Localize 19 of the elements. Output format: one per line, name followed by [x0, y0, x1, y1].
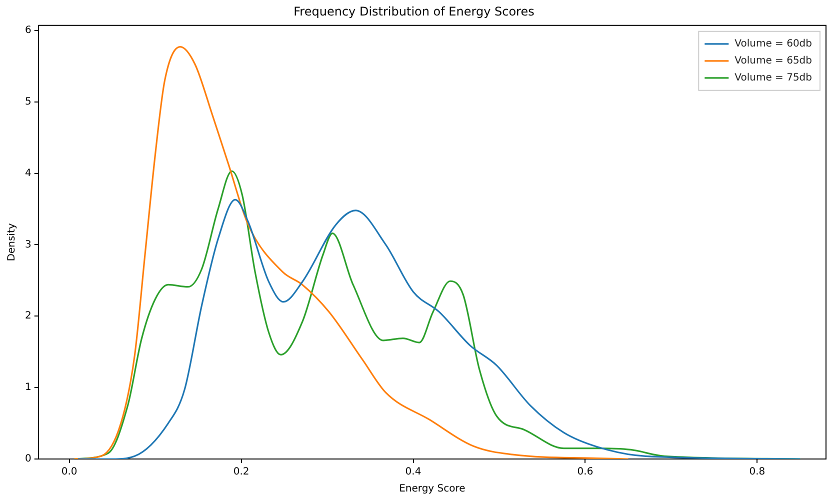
legend-label: Volume = 60db: [734, 38, 812, 50]
y-tick-label: 6: [24, 24, 32, 36]
x-tick-label: 0.0: [61, 466, 78, 478]
legend-label: Volume = 65db: [734, 55, 812, 66]
y-tick-label: 2: [24, 310, 32, 322]
line-series: [74, 46, 630, 459]
y-tick-label: 0: [24, 454, 32, 465]
y-tick-label: 1: [24, 382, 32, 394]
legend-label: Volume = 75db: [734, 72, 812, 84]
y-axis-title: Density: [6, 223, 18, 262]
x-axis-title: Energy Score: [399, 484, 466, 495]
x-tick-label: 0.4: [405, 466, 422, 478]
y-tick-label: 3: [24, 239, 32, 250]
x-tick-label: 0.2: [233, 466, 250, 478]
y-tick-label: 5: [24, 96, 32, 108]
chart-title: Frequency Distribution of Energy Scores: [294, 4, 534, 18]
x-tick-label: 0.6: [577, 466, 594, 478]
x-tick-label: 0.8: [749, 466, 766, 478]
y-tick-label: 4: [24, 168, 32, 179]
